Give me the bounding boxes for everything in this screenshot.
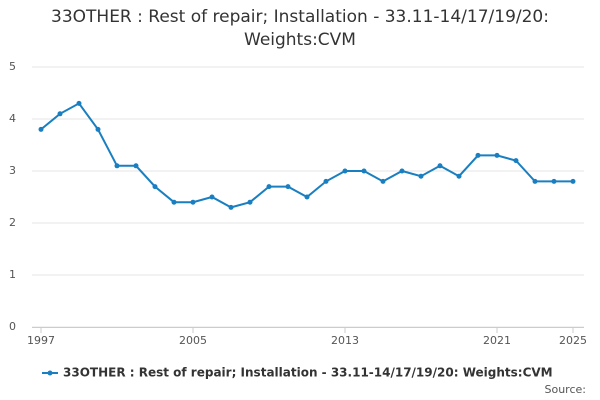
y-tick-label: 3: [9, 164, 16, 177]
point: [456, 173, 462, 179]
y-tick-label: 1: [9, 268, 16, 281]
point: [114, 163, 120, 169]
point: [418, 173, 424, 179]
point: [171, 199, 177, 205]
point: [513, 158, 519, 164]
point: [494, 152, 500, 158]
point: [95, 126, 101, 132]
legend-label: 33OTHER : Rest of repair; Installation -…: [63, 366, 553, 380]
point: [266, 184, 272, 190]
point: [380, 178, 386, 184]
y-tick-label: 4: [9, 112, 16, 125]
point: [437, 163, 443, 169]
point: [76, 100, 82, 106]
point: [228, 204, 234, 210]
point: [361, 168, 367, 174]
x-tick-label: 2013: [331, 334, 359, 347]
chart-title: 33OTHER : Rest of repair; Installation -…: [51, 7, 549, 50]
x-tick-label: 1997: [27, 334, 55, 347]
point: [57, 111, 63, 117]
point: [399, 168, 405, 174]
point: [247, 199, 253, 205]
y-tick-label: 2: [9, 216, 16, 229]
y-tick-label: 5: [9, 60, 16, 73]
point: [304, 194, 310, 200]
point: [323, 178, 329, 184]
point: [285, 184, 291, 190]
point: [570, 178, 576, 184]
point: [209, 194, 215, 200]
point: [551, 178, 557, 184]
x-tick-label: 2005: [179, 334, 207, 347]
point: [38, 126, 44, 132]
point: [133, 163, 139, 169]
point: [152, 184, 158, 190]
source: Source:: [545, 383, 587, 396]
y-tick-label: 0: [9, 320, 16, 333]
point: [532, 178, 538, 184]
x-tick-label: 2021: [483, 334, 511, 347]
point: [342, 168, 348, 174]
point: [190, 199, 196, 205]
point: [475, 152, 481, 158]
legend-marker: [47, 370, 53, 376]
x-tick-label: 2025: [559, 334, 587, 347]
